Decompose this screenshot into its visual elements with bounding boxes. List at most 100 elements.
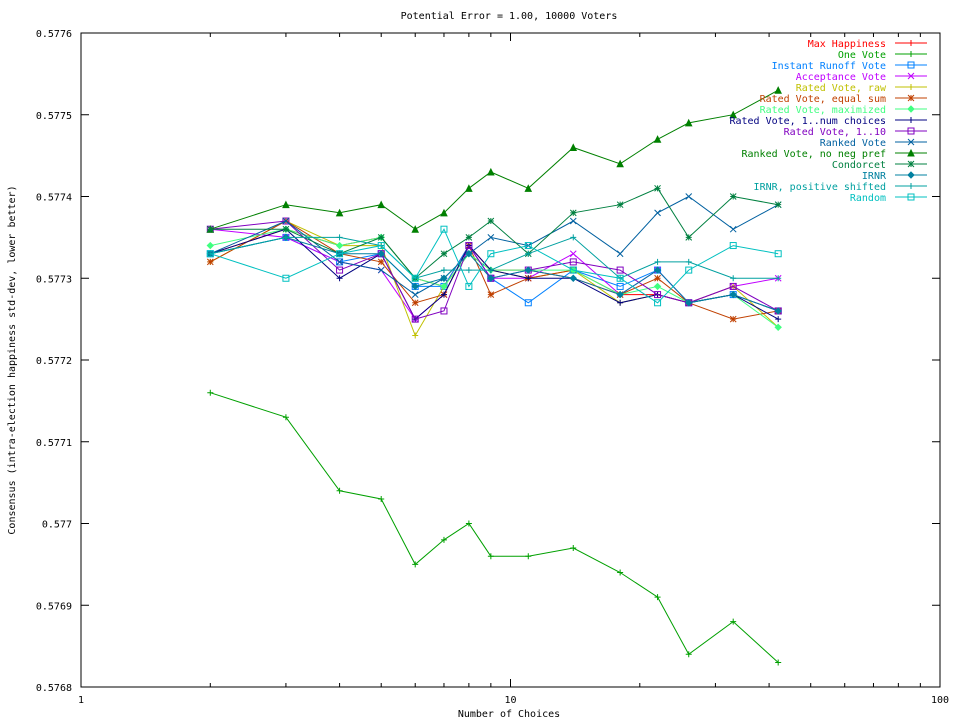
- data-point: [487, 234, 495, 241]
- data-point: [487, 167, 495, 176]
- data-point: [282, 217, 290, 225]
- data-point: [617, 299, 624, 306]
- data-point: [654, 299, 662, 307]
- series-14: [206, 225, 782, 307]
- legend-label: Instant Runoff Vote: [772, 61, 886, 72]
- data-point: [730, 618, 737, 625]
- data-point: [206, 241, 214, 250]
- data-point: [616, 159, 624, 168]
- data-point: [654, 184, 661, 192]
- series-1: [207, 389, 782, 666]
- data-point: [569, 143, 578, 151]
- data-point: [378, 495, 385, 502]
- legend-label: Ranked Vote, no neg pref: [742, 149, 887, 160]
- data-point: [411, 299, 419, 307]
- legend-marker: [907, 171, 915, 179]
- data-point: [411, 282, 419, 291]
- data-point: [570, 545, 577, 552]
- legend-marker: [907, 138, 915, 146]
- data-point: [336, 258, 344, 266]
- data-point: [282, 217, 290, 225]
- y-tick-label: 0.5776: [36, 29, 72, 40]
- data-point: [524, 266, 532, 274]
- data-point: [616, 274, 624, 282]
- data-point: [685, 299, 693, 307]
- data-point: [440, 225, 448, 233]
- data-point: [685, 258, 692, 265]
- data-point: [525, 275, 532, 282]
- data-point: [377, 266, 385, 274]
- data-point: [440, 307, 448, 315]
- data-point: [654, 209, 661, 217]
- data-point: [616, 201, 624, 209]
- legend-label: Acceptance Vote: [796, 72, 886, 83]
- legend-marker: [907, 94, 915, 102]
- data-point: [440, 274, 448, 282]
- x-axis: 1 10 100: [78, 33, 949, 706]
- y-axis: 0.5768 0.5769 0.577 0.5771 0.5772 0.5773 0.577…: [36, 29, 940, 694]
- data-point: [335, 241, 344, 250]
- legend-label: Condorcet: [832, 160, 886, 171]
- legend-label: Rated Vote, equal sum: [760, 94, 886, 105]
- data-point: [440, 282, 448, 291]
- series-line: [210, 236, 779, 279]
- legend-label: Random: [850, 193, 886, 204]
- data-point: [729, 242, 737, 250]
- data-point: [525, 553, 532, 560]
- data-point: [729, 193, 737, 200]
- series-line: [210, 392, 779, 663]
- data-point: [282, 225, 290, 233]
- x-tick-label: 10: [504, 695, 516, 706]
- data-point: [775, 659, 782, 666]
- data-point: [335, 208, 344, 217]
- chart-title: Potential Error = 1.00, 10000 Voters: [401, 11, 618, 22]
- data-point: [465, 242, 473, 250]
- data-point: [487, 250, 495, 258]
- data-point: [774, 250, 782, 258]
- legend-marker: [908, 40, 914, 46]
- data-point: [206, 258, 214, 266]
- legend-label: Rated Vote, maximized: [760, 105, 886, 116]
- legend-marker: [908, 84, 914, 90]
- legend-marker: [908, 183, 914, 189]
- legend-marker: [907, 193, 915, 201]
- x-axis-label: Number of Choices: [458, 709, 560, 720]
- legend-marker: [908, 51, 914, 57]
- data-point: [282, 234, 289, 241]
- legend-marker: [908, 117, 914, 123]
- data-point: [487, 553, 494, 560]
- data-point: [616, 250, 624, 258]
- data-point: [377, 258, 385, 266]
- data-point: [487, 274, 495, 282]
- series-line: [210, 228, 779, 304]
- data-point: [569, 250, 577, 258]
- data-point: [569, 258, 577, 266]
- legend-marker: [907, 160, 915, 168]
- legend-label: Rated Vote, 1..10: [784, 127, 886, 138]
- y-tick-label: 0.5772: [36, 356, 72, 367]
- y-tick-label: 0.5771: [36, 438, 72, 449]
- legend-label: Rated Vote, raw: [796, 83, 887, 94]
- data-point: [377, 250, 385, 258]
- data-point: [282, 274, 290, 282]
- data-point: [282, 200, 290, 209]
- y-tick-label: 0.5768: [36, 683, 72, 694]
- data-point: [440, 208, 448, 217]
- data-point: [654, 258, 661, 265]
- data-point: [685, 266, 693, 274]
- data-point: [685, 651, 692, 658]
- data-point: [377, 242, 385, 250]
- data-point: [569, 209, 577, 217]
- x-tick-label: 1: [78, 695, 84, 706]
- data-point: [411, 291, 419, 298]
- data-point: [487, 291, 495, 298]
- data-point: [774, 307, 782, 315]
- y-tick-label: 0.5769: [36, 601, 72, 612]
- data-point: [730, 275, 737, 282]
- y-tick-label: 0.5773: [36, 274, 72, 285]
- data-point: [411, 225, 420, 233]
- data-point: [336, 234, 343, 241]
- data-point: [440, 536, 447, 543]
- data-point: [207, 389, 214, 396]
